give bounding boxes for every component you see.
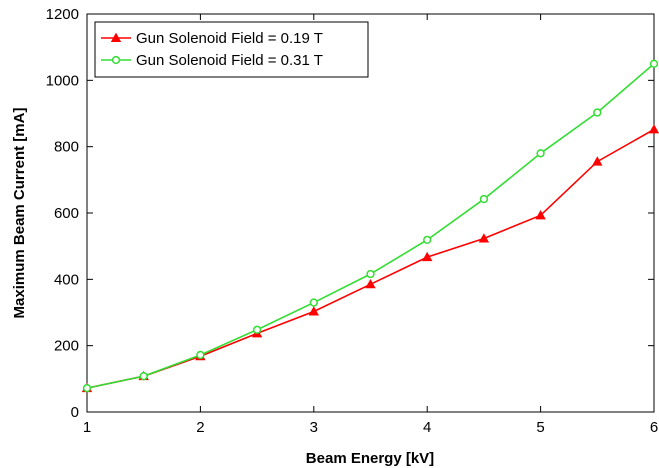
data-point [479,194,489,204]
legend-label: Gun Solenoid Field = 0.31 T [136,52,323,69]
data-point [196,350,205,360]
y-axis-label: Maximum Beam Current [mA] [11,108,28,319]
data-point [478,233,490,243]
data-point [308,306,319,316]
x-tick-label: 3 [310,419,318,436]
series-layer [81,59,659,393]
x-tick-label: 2 [196,419,204,436]
data-point [366,269,375,279]
x-axis-label: Beam Energy [kV] [306,450,434,467]
x-tick-label: 6 [650,419,658,436]
y-tick-label: 400 [54,271,79,288]
legend-swatch-marker [111,55,121,65]
data-point [252,325,262,334]
series-2 [82,59,659,393]
data-point [422,251,433,262]
data-point [592,156,603,166]
data-point [649,59,659,68]
legend: Gun Solenoid Field = 0.19 T Gun Solenoid … [94,21,369,78]
y-tick-label: 1200 [46,6,79,23]
axis-ticks: 1 2 3 4 5 6 0 200 400 600 800 1000 1200 [46,6,659,436]
legend-swatch-marker [110,32,122,42]
data-point [423,235,432,245]
legend-label: Gun Solenoid Field = 0.19 T [136,30,323,47]
y-tick-label: 0 [71,404,79,421]
data-point [365,278,376,289]
plot-area [86,13,655,413]
y-tick-label: 1000 [46,72,79,89]
x-tick-label: 4 [423,419,431,436]
data-point [593,108,602,117]
data-point [82,383,92,393]
y-tick-label: 600 [54,205,79,222]
y-tick-label: 200 [54,338,79,355]
data-point [535,209,546,220]
data-point [139,372,148,381]
data-point [648,124,659,134]
y-tick-label: 800 [54,139,79,156]
data-point [536,149,545,158]
legend-box [94,21,369,78]
x-tick-label: 1 [83,419,91,436]
x-tick-label: 5 [536,419,544,436]
data-point [309,298,318,307]
